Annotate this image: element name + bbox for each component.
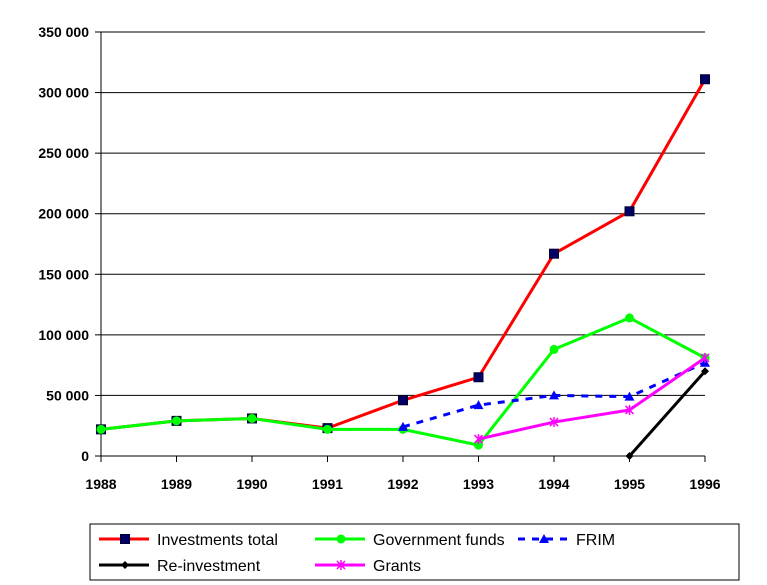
- series-group: [96, 74, 710, 460]
- data-point-investments-total: [549, 248, 559, 259]
- legend-swatch-marker: [121, 561, 129, 569]
- legend-item-frim: FRIM: [518, 532, 615, 549]
- legend-swatch-marker: [539, 534, 549, 543]
- series-line-grants: [478, 356, 706, 441]
- data-point-re-investment: [625, 452, 634, 460]
- legend-item-investments-total: Investments total: [99, 532, 278, 549]
- legend-label: Grants: [373, 558, 421, 575]
- x-tick-label: 1996: [689, 476, 720, 492]
- data-point-re-investment: [701, 367, 709, 376]
- data-point-government-funds: [474, 440, 483, 450]
- x-tick-label: 1994: [538, 476, 569, 492]
- axes: [100, 32, 705, 457]
- y-tick-label: 350 000: [38, 24, 89, 40]
- legend-label: FRIM: [576, 532, 615, 549]
- legend-swatch-marker: [336, 560, 346, 570]
- y-tick-label: 0: [81, 448, 89, 464]
- x-tick-label: 1995: [614, 476, 645, 492]
- data-point-frim: [624, 391, 635, 401]
- data-point-government-funds: [247, 413, 257, 423]
- y-tick-label: 100 000: [38, 327, 89, 343]
- x-tick-label: 1990: [236, 476, 267, 492]
- legend-item-re-investment: Re-investment: [99, 558, 261, 575]
- data-point-investments-total: [398, 395, 408, 406]
- series-grants: [473, 352, 710, 445]
- data-point-government-funds: [323, 424, 332, 434]
- x-tick-label: 1989: [161, 476, 192, 492]
- legend-swatch-marker: [120, 534, 130, 544]
- data-point-frim: [398, 421, 408, 431]
- series-line-investments-total: [100, 78, 707, 431]
- data-point-investments-total: [700, 74, 710, 85]
- legend-label: Re-investment: [157, 558, 261, 575]
- x-tick-label: 1988: [85, 476, 116, 492]
- legend-label: Government funds: [373, 532, 505, 549]
- y-tick-label: 50 000: [46, 387, 89, 403]
- data-point-government-funds: [96, 424, 106, 434]
- data-point-grants: [473, 434, 484, 445]
- series-re-investment: [625, 367, 709, 460]
- y-tick-label: 200 000: [38, 206, 89, 222]
- x-tick-label: 1993: [463, 476, 494, 492]
- legend-item-government-funds: Government funds: [315, 532, 505, 549]
- series-line-re-investment: [628, 370, 707, 457]
- legend-box: [89, 523, 740, 581]
- x-tick-label: 1992: [387, 476, 418, 492]
- data-point-grants: [624, 404, 635, 415]
- legend-item-grants: Grants: [315, 558, 421, 575]
- gridlines: [101, 31, 705, 396]
- y-tick-label: 250 000: [38, 145, 89, 161]
- legend-label: Investments total: [157, 532, 278, 549]
- data-point-grants: [549, 417, 559, 428]
- data-point-government-funds: [625, 313, 634, 323]
- y-axis-ticks: 0 50 000 100 000 150 000 200 000 250 000 300 0…: [38, 24, 101, 464]
- data-point-grants: [700, 352, 710, 363]
- data-point-investments-total: [473, 372, 484, 383]
- legend: Investments total Government funds FRIM Re-…: [89, 523, 740, 581]
- legend-swatch-marker: [336, 534, 346, 544]
- data-point-frim: [549, 390, 559, 400]
- series-investments-total: [96, 74, 710, 435]
- data-point-government-funds: [549, 344, 559, 354]
- x-axis-ticks: 1988 1989 1990 1991 1992 1993 1994 1995 1996: [85, 456, 721, 492]
- x-tick-label: 1991: [312, 476, 343, 492]
- y-tick-label: 300 000: [38, 85, 89, 101]
- data-point-government-funds: [172, 416, 181, 426]
- y-tick-label: 150 000: [38, 266, 89, 282]
- data-point-investments-total: [624, 206, 635, 217]
- data-point-frim: [473, 400, 484, 410]
